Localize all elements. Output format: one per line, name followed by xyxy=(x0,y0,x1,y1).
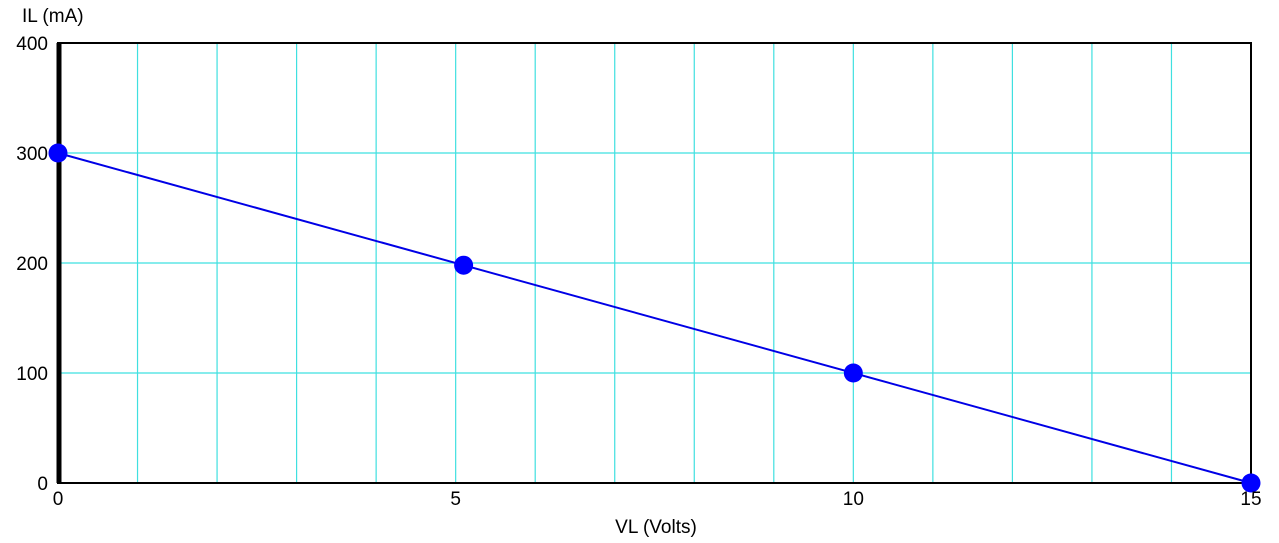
data-point xyxy=(1241,473,1261,493)
grid-lines xyxy=(58,43,1251,483)
x-tick-label: 5 xyxy=(450,489,461,510)
y-axis-title: IL (mA) xyxy=(22,6,84,27)
data-point xyxy=(454,255,474,275)
y-tick-label: 0 xyxy=(37,474,48,495)
data-point xyxy=(48,143,68,163)
y-tick-label: 400 xyxy=(16,34,48,55)
x-axis-title: VL (Volts) xyxy=(615,517,697,538)
x-tick-label: 0 xyxy=(53,489,64,510)
x-tick-label: 10 xyxy=(843,489,864,510)
y-tick-label: 200 xyxy=(16,254,48,275)
series-layer xyxy=(48,143,1261,493)
series-line xyxy=(57,152,1252,484)
y-tick-label: 300 xyxy=(16,144,48,165)
plot-frame xyxy=(56,42,1252,484)
data-point xyxy=(843,363,863,383)
x-tick-labels: 0 5 10 15 xyxy=(53,489,1262,510)
y-tick-label: 100 xyxy=(16,364,48,385)
x-tick-label: 15 xyxy=(1240,489,1261,510)
y-tick-labels: 0 100 200 300 400 xyxy=(16,34,48,495)
